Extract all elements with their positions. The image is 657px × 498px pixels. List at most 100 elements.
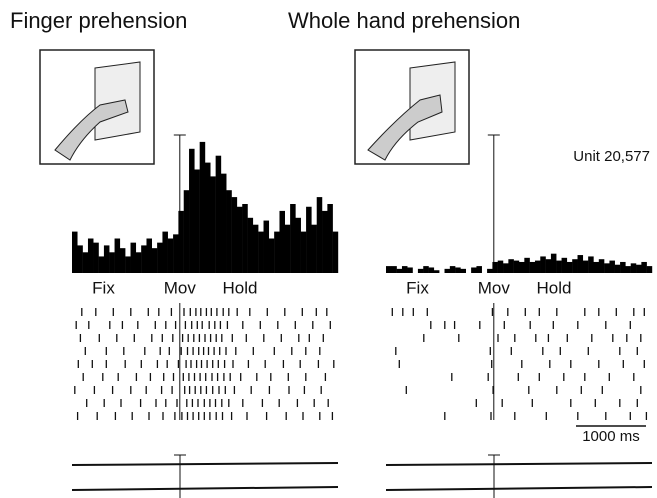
- bar: [508, 259, 514, 273]
- bar: [306, 206, 312, 273]
- bar: [290, 204, 296, 273]
- bar: [625, 266, 631, 273]
- unit-label: Unit 20,577: [573, 148, 650, 165]
- bar: [220, 173, 227, 273]
- bar: [183, 190, 190, 273]
- bar: [561, 257, 568, 273]
- bar: [300, 231, 307, 273]
- bar: [487, 268, 493, 273]
- bar: [268, 238, 275, 273]
- bar: [82, 252, 89, 273]
- bar: [194, 169, 200, 273]
- bar: [582, 260, 589, 273]
- bar: [327, 204, 333, 273]
- bar: [258, 231, 264, 273]
- bar: [588, 256, 594, 273]
- event-label: Mov: [478, 278, 511, 297]
- bar: [396, 268, 403, 273]
- traces: [71, 454, 653, 498]
- bar: [513, 260, 520, 273]
- bar: [263, 220, 270, 273]
- bar: [162, 231, 168, 273]
- bar: [114, 238, 121, 273]
- bar: [497, 260, 504, 273]
- event-label: Mov: [164, 278, 197, 297]
- bar: [630, 263, 637, 273]
- bar: [540, 256, 546, 273]
- bar: [98, 256, 105, 273]
- bar: [125, 256, 131, 273]
- bar: [141, 245, 147, 273]
- bar: [93, 242, 99, 273]
- bar: [77, 245, 83, 273]
- bar: [423, 266, 429, 273]
- bar: [449, 266, 456, 273]
- bar: [109, 252, 115, 273]
- event-label: Fix: [406, 278, 429, 297]
- bar: [316, 197, 323, 273]
- event-label: Hold: [537, 278, 572, 297]
- bar: [614, 264, 621, 273]
- bar: [151, 248, 158, 273]
- bar: [215, 155, 222, 273]
- bar: [417, 268, 424, 273]
- bar: [295, 217, 301, 273]
- bar: [231, 197, 238, 273]
- bar: [519, 261, 525, 273]
- bar: [641, 261, 647, 273]
- bar: [167, 238, 174, 273]
- bar: [205, 162, 211, 273]
- time-scale-label: 1000 ms: [582, 428, 640, 445]
- bar: [332, 231, 339, 273]
- bar: [210, 176, 216, 273]
- bar: [604, 263, 610, 273]
- bar: [311, 224, 317, 273]
- bar: [199, 141, 206, 273]
- bar: [252, 224, 259, 273]
- bar: [550, 253, 557, 273]
- bar: [236, 206, 243, 273]
- bar: [391, 266, 397, 273]
- bar: [226, 190, 232, 273]
- bar: [460, 268, 466, 273]
- panel-title: Whole hand prehension: [288, 8, 520, 33]
- bar: [157, 242, 163, 273]
- bar: [556, 260, 562, 273]
- bar: [598, 259, 605, 273]
- bar: [534, 260, 541, 273]
- bar: [636, 264, 642, 273]
- bar: [173, 234, 179, 273]
- bar: [428, 267, 435, 273]
- bar: [646, 266, 653, 273]
- bar: [247, 217, 254, 273]
- bar: [119, 248, 126, 273]
- bar: [130, 242, 137, 273]
- bar: [87, 238, 94, 273]
- bar: [407, 267, 413, 273]
- bar: [476, 266, 482, 273]
- bar: [503, 263, 509, 273]
- bar: [386, 266, 392, 273]
- bar: [620, 261, 626, 273]
- bar: [284, 224, 291, 273]
- bar: [471, 267, 477, 273]
- bar: [135, 252, 142, 273]
- bar: [274, 231, 280, 273]
- icon-finger: [39, 49, 155, 165]
- bar: [242, 204, 248, 273]
- bar: [103, 245, 110, 273]
- bar: [455, 267, 461, 273]
- bar: [593, 261, 599, 273]
- bar: [146, 238, 152, 273]
- bar: [433, 270, 440, 273]
- bar: [444, 268, 451, 273]
- event-label: Hold: [223, 278, 258, 297]
- bar: [401, 266, 408, 273]
- bar: [178, 210, 184, 273]
- bar: [572, 259, 578, 273]
- bar: [72, 231, 78, 273]
- bar: [566, 261, 573, 273]
- bar: [279, 210, 285, 273]
- bar: [609, 260, 615, 273]
